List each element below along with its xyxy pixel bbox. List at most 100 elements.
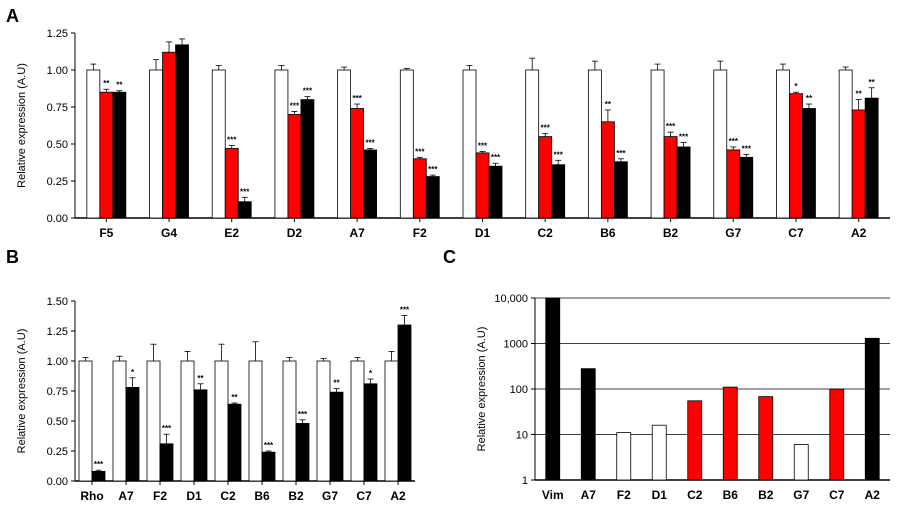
y-tick-label: 0.00 bbox=[47, 213, 68, 225]
bar-red bbox=[99, 91, 114, 219]
bar-red bbox=[538, 136, 553, 219]
y-tick-label: 0.75 bbox=[47, 102, 68, 114]
bar-black bbox=[676, 146, 691, 219]
bar-black bbox=[613, 161, 628, 219]
x-tick-label: C7 bbox=[356, 489, 372, 503]
x-tick-label: G7 bbox=[793, 488, 809, 502]
x-tick-label: C7 bbox=[829, 488, 845, 502]
y-tick-label: 1.25 bbox=[47, 326, 68, 338]
y-tick-label: 0.75 bbox=[47, 386, 68, 398]
significance-label: ** bbox=[103, 79, 110, 88]
y-tick-label: 10 bbox=[516, 430, 528, 442]
bar-control bbox=[149, 69, 163, 219]
x-tick-label: C7 bbox=[788, 226, 804, 240]
significance-label: *** bbox=[541, 124, 551, 133]
chart-c: 1 10 100 1000 10,000 Relative expression (A.U… bbox=[476, 293, 890, 502]
bar bbox=[651, 424, 667, 481]
x-tick-label: C2 bbox=[220, 489, 236, 503]
significance-label: *** bbox=[400, 305, 410, 314]
y-tick-label: 1.25 bbox=[47, 28, 68, 40]
y-axis-label: Relative expression (A.U) bbox=[16, 329, 28, 454]
y-tick-label: 0.00 bbox=[47, 476, 68, 488]
significance-label: * bbox=[369, 369, 373, 378]
bar-control bbox=[838, 69, 853, 219]
bar-red bbox=[600, 121, 615, 219]
bar-black bbox=[91, 470, 106, 482]
bar-red bbox=[287, 114, 302, 219]
y-tick-label: 0.25 bbox=[47, 176, 68, 188]
significance-label: ** bbox=[869, 78, 876, 87]
x-tick-label: D2 bbox=[287, 226, 303, 240]
bar-black bbox=[175, 44, 189, 219]
bar-red bbox=[350, 108, 365, 219]
bar-control bbox=[384, 360, 399, 482]
significance-label: *** bbox=[554, 150, 564, 159]
significance-label: *** bbox=[428, 165, 438, 174]
bar bbox=[793, 444, 809, 481]
bar-black bbox=[739, 156, 754, 219]
significance-label: *** bbox=[742, 144, 752, 153]
bar-red bbox=[789, 93, 803, 219]
y-tick-label: 1.00 bbox=[47, 356, 68, 368]
y-axis-label: Relative expression (A.U) bbox=[16, 63, 28, 188]
panel-label-a: A bbox=[6, 6, 19, 26]
bar-red bbox=[663, 136, 678, 219]
bar bbox=[829, 388, 845, 481]
significance-label: *** bbox=[290, 101, 300, 110]
significance-label: *** bbox=[666, 122, 676, 131]
bar-control bbox=[525, 69, 540, 219]
bar-control bbox=[462, 69, 477, 219]
significance-label: *** bbox=[491, 153, 501, 162]
bar-red bbox=[224, 148, 239, 219]
significance-label: *** bbox=[94, 460, 104, 469]
bar-red bbox=[475, 152, 490, 219]
x-tick-label: B2 bbox=[663, 226, 679, 240]
x-tick-label: B2 bbox=[288, 489, 304, 503]
panel-label-c: C bbox=[443, 247, 456, 267]
significance-label: ** bbox=[806, 94, 813, 103]
x-tick-label: B2 bbox=[758, 488, 774, 502]
x-tick-label: A2 bbox=[390, 489, 406, 503]
bar bbox=[545, 297, 561, 481]
bar-red bbox=[162, 51, 176, 219]
significance-label: ** bbox=[856, 90, 863, 99]
bar-black bbox=[363, 383, 378, 482]
bar-black bbox=[551, 164, 566, 219]
y-tick-label: 1.00 bbox=[47, 65, 68, 77]
bar-control bbox=[112, 360, 127, 482]
y-tick-label: 1.50 bbox=[47, 296, 68, 308]
bar-black bbox=[300, 99, 315, 219]
significance-label: *** bbox=[729, 137, 739, 146]
bar-black bbox=[488, 165, 503, 219]
bar-control bbox=[146, 360, 161, 482]
significance-label: *** bbox=[616, 149, 626, 158]
bar-black bbox=[125, 386, 140, 482]
bar-control bbox=[86, 69, 101, 219]
significance-label: ** bbox=[231, 393, 238, 402]
bar-control bbox=[776, 69, 790, 219]
y-axis-label: Relative expression (A.U) bbox=[476, 327, 488, 452]
bar-control bbox=[282, 360, 297, 482]
bar-control bbox=[713, 69, 728, 219]
x-tick-label: Vim bbox=[542, 488, 564, 502]
y-tick-label: 10,000 bbox=[494, 293, 528, 305]
significance-label: *** bbox=[303, 87, 313, 96]
bar-control bbox=[587, 69, 602, 219]
bar-control bbox=[78, 360, 93, 482]
y-tick-label: 1000 bbox=[504, 339, 528, 351]
bar-black bbox=[864, 97, 879, 219]
significance-label: ** bbox=[197, 374, 204, 383]
significance-label: *** bbox=[679, 133, 689, 142]
chart-b: 0.00 0.25 0.50 0.75 1.00 1.25 1.50 Relative exp… bbox=[16, 296, 415, 503]
bar-black bbox=[159, 443, 174, 482]
significance-label: * bbox=[794, 82, 798, 91]
x-tick-label: B6 bbox=[254, 489, 270, 503]
bar-black bbox=[802, 108, 816, 219]
x-tick-label: F5 bbox=[99, 226, 113, 240]
x-tick-label: F2 bbox=[153, 489, 167, 503]
x-tick-label: D1 bbox=[186, 489, 202, 503]
significance-label: *** bbox=[298, 410, 308, 419]
bar-red bbox=[726, 149, 741, 219]
panel-label-b: B bbox=[6, 247, 19, 267]
x-tick-label: C2 bbox=[538, 226, 554, 240]
